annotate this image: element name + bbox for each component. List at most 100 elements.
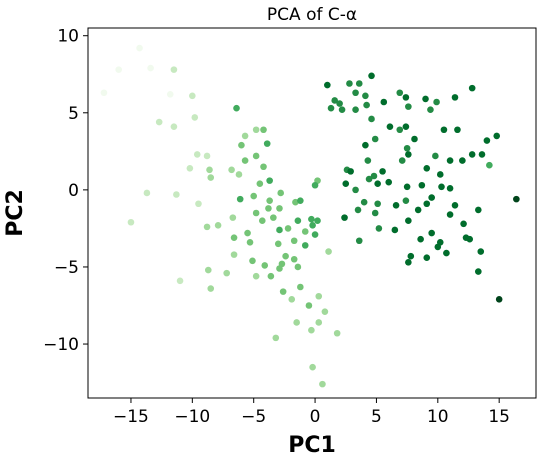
- x-tick-label: 15: [488, 407, 510, 427]
- y-tick-label: −10: [43, 335, 79, 355]
- scatter-point: [309, 222, 316, 229]
- scatter-point: [428, 194, 435, 201]
- scatter-point: [486, 161, 493, 169]
- scatter-point: [230, 251, 238, 258]
- x-axis-label: PC1: [288, 433, 336, 458]
- scatter-point: [233, 104, 240, 112]
- scatter-point: [266, 177, 273, 184]
- scatter-point: [261, 262, 269, 269]
- scatter-point: [155, 118, 163, 126]
- chart-title: PCA of C-α: [267, 5, 357, 25]
- scatter-point: [315, 292, 323, 300]
- scatter-point: [173, 191, 180, 198]
- scatter-point: [236, 195, 244, 203]
- scatter-point: [250, 192, 257, 200]
- scatter-point: [483, 137, 491, 144]
- scatter-point: [214, 222, 222, 229]
- scatter-point: [127, 218, 135, 226]
- scatter-point: [379, 168, 386, 175]
- scatter-point: [493, 132, 501, 140]
- y-tick-label: 5: [68, 104, 79, 124]
- x-tick-label: −5: [241, 407, 266, 427]
- scatter-point: [314, 217, 321, 225]
- scatter-point: [385, 178, 393, 186]
- scatter-point: [398, 157, 406, 164]
- scatter-point: [478, 151, 486, 158]
- scatter-point: [136, 44, 143, 52]
- plot-area-frame: [87, 27, 537, 399]
- scatter-point: [374, 200, 381, 208]
- scatter-point: [436, 171, 444, 178]
- scatter-point: [446, 185, 454, 192]
- x-tick-label: −15: [113, 407, 149, 427]
- scatter-point: [176, 277, 184, 285]
- scatter-point: [115, 66, 122, 73]
- scatter-point: [277, 189, 285, 197]
- scatter-point: [189, 92, 196, 100]
- scatter-point: [466, 235, 474, 243]
- scatter-point: [423, 164, 431, 172]
- scatter-point: [294, 263, 302, 271]
- scatter-point: [203, 152, 211, 160]
- scatter-point: [495, 296, 503, 303]
- scatter-point: [446, 211, 454, 218]
- scatter-point: [143, 189, 151, 197]
- scatter-point: [308, 326, 315, 334]
- scatter-point: [423, 254, 431, 262]
- scatter-point: [252, 126, 260, 134]
- scatter-point: [241, 132, 249, 140]
- scatter-point: [365, 175, 373, 183]
- scatter-point: [207, 174, 215, 181]
- scatter-point: [432, 152, 439, 160]
- scatter-point: [468, 84, 476, 92]
- scatter-point: [380, 98, 388, 106]
- scatter-point: [252, 272, 260, 280]
- scatter-point: [352, 186, 359, 194]
- scatter-point: [428, 229, 435, 237]
- scatter-point: [371, 209, 379, 217]
- scatter-point: [443, 249, 450, 257]
- scatter-point: [331, 97, 339, 104]
- scatter-point: [305, 302, 313, 309]
- scatter-point: [368, 72, 375, 80]
- scatter-point: [354, 206, 362, 214]
- x-axis-ticks: −15 −10 −5 0 5 10 15: [113, 398, 510, 427]
- scatter-point: [342, 180, 350, 188]
- scatter-point: [405, 217, 412, 225]
- scatter-point: [309, 363, 316, 371]
- scatter-point: [270, 214, 277, 221]
- scatter-point: [170, 123, 178, 130]
- scatter-point: [346, 80, 353, 87]
- scatter-point: [229, 214, 237, 221]
- x-tick-label: 5: [371, 407, 382, 427]
- scatter-point: [272, 334, 280, 342]
- scatter-point: [288, 296, 296, 303]
- scatter-point: [403, 144, 411, 152]
- scatter-point: [402, 123, 410, 130]
- scatter-point: [333, 329, 341, 337]
- scatter-point: [405, 103, 412, 110]
- scatter-point: [433, 98, 440, 106]
- x-tick-label: 0: [310, 407, 321, 427]
- scatter-point: [147, 64, 154, 72]
- scatter-point: [468, 151, 476, 158]
- scatter-point: [396, 126, 404, 134]
- scatter-point: [301, 242, 309, 249]
- scatter-point: [238, 141, 245, 149]
- scatter-point: [321, 308, 329, 315]
- y-axis-label: PC2: [3, 189, 28, 237]
- scatter-point: [319, 380, 326, 388]
- scatter-point: [513, 195, 520, 203]
- scatter-point: [241, 157, 249, 164]
- scatter-point: [352, 106, 359, 114]
- scatter-point: [282, 252, 289, 260]
- scatter-point: [244, 229, 251, 237]
- scatter-point: [371, 135, 379, 143]
- scatter-point: [294, 217, 302, 225]
- scatter-point: [193, 151, 201, 158]
- scatter-point: [315, 319, 323, 326]
- scatter-point: [392, 201, 400, 209]
- scatter-point: [260, 163, 267, 171]
- scatter-point: [477, 248, 485, 255]
